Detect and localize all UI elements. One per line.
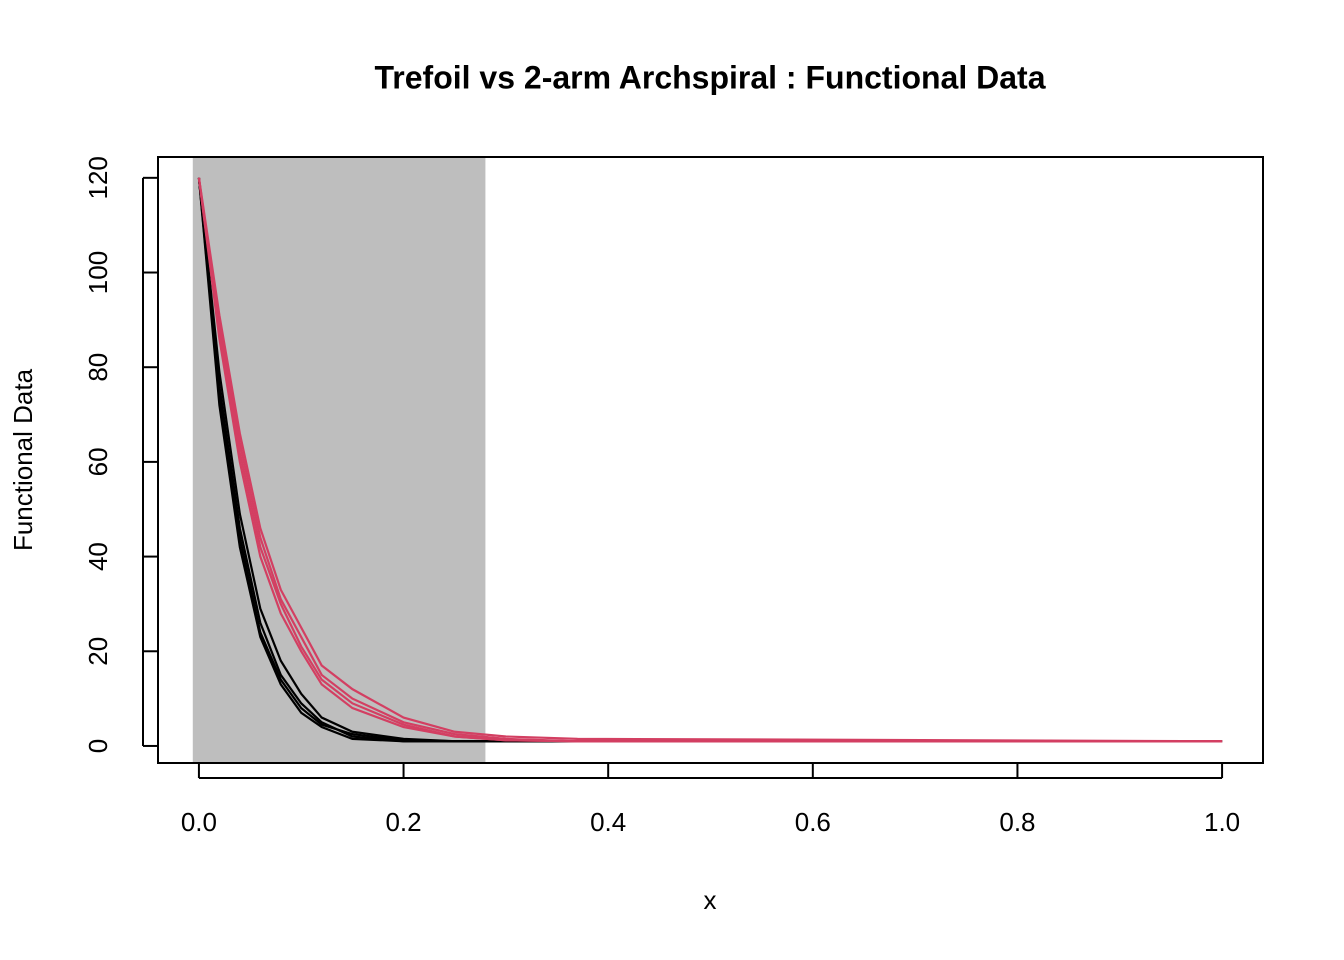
data-line	[197, 177, 1223, 743]
y-axis-label: Functional Data	[8, 368, 38, 551]
x-tick-label: 1.0	[1204, 807, 1240, 837]
data-line	[197, 177, 1223, 743]
y-tick-label: 20	[83, 637, 113, 666]
x-tick-label: 0.8	[999, 807, 1035, 837]
y-tick-label: 80	[83, 353, 113, 382]
chart-title: Trefoil vs 2-arm Archspiral : Functional…	[375, 59, 1046, 95]
y-tick-label: 0	[83, 739, 113, 753]
x-tick-label: 0.6	[795, 807, 831, 837]
plot-frame	[157, 156, 1264, 764]
data-line	[197, 177, 1223, 743]
y-tick-label: 100	[83, 251, 113, 294]
y-tick-label: 40	[83, 542, 113, 571]
y-tick-label: 120	[83, 156, 113, 199]
x-tick-label: 0.0	[181, 807, 217, 837]
shaded-region	[192, 157, 486, 763]
x-tick-label: 0.4	[590, 807, 626, 837]
x-axis-label: x	[704, 885, 717, 915]
x-tick-label: 0.2	[385, 807, 421, 837]
y-tick-label: 60	[83, 447, 113, 476]
